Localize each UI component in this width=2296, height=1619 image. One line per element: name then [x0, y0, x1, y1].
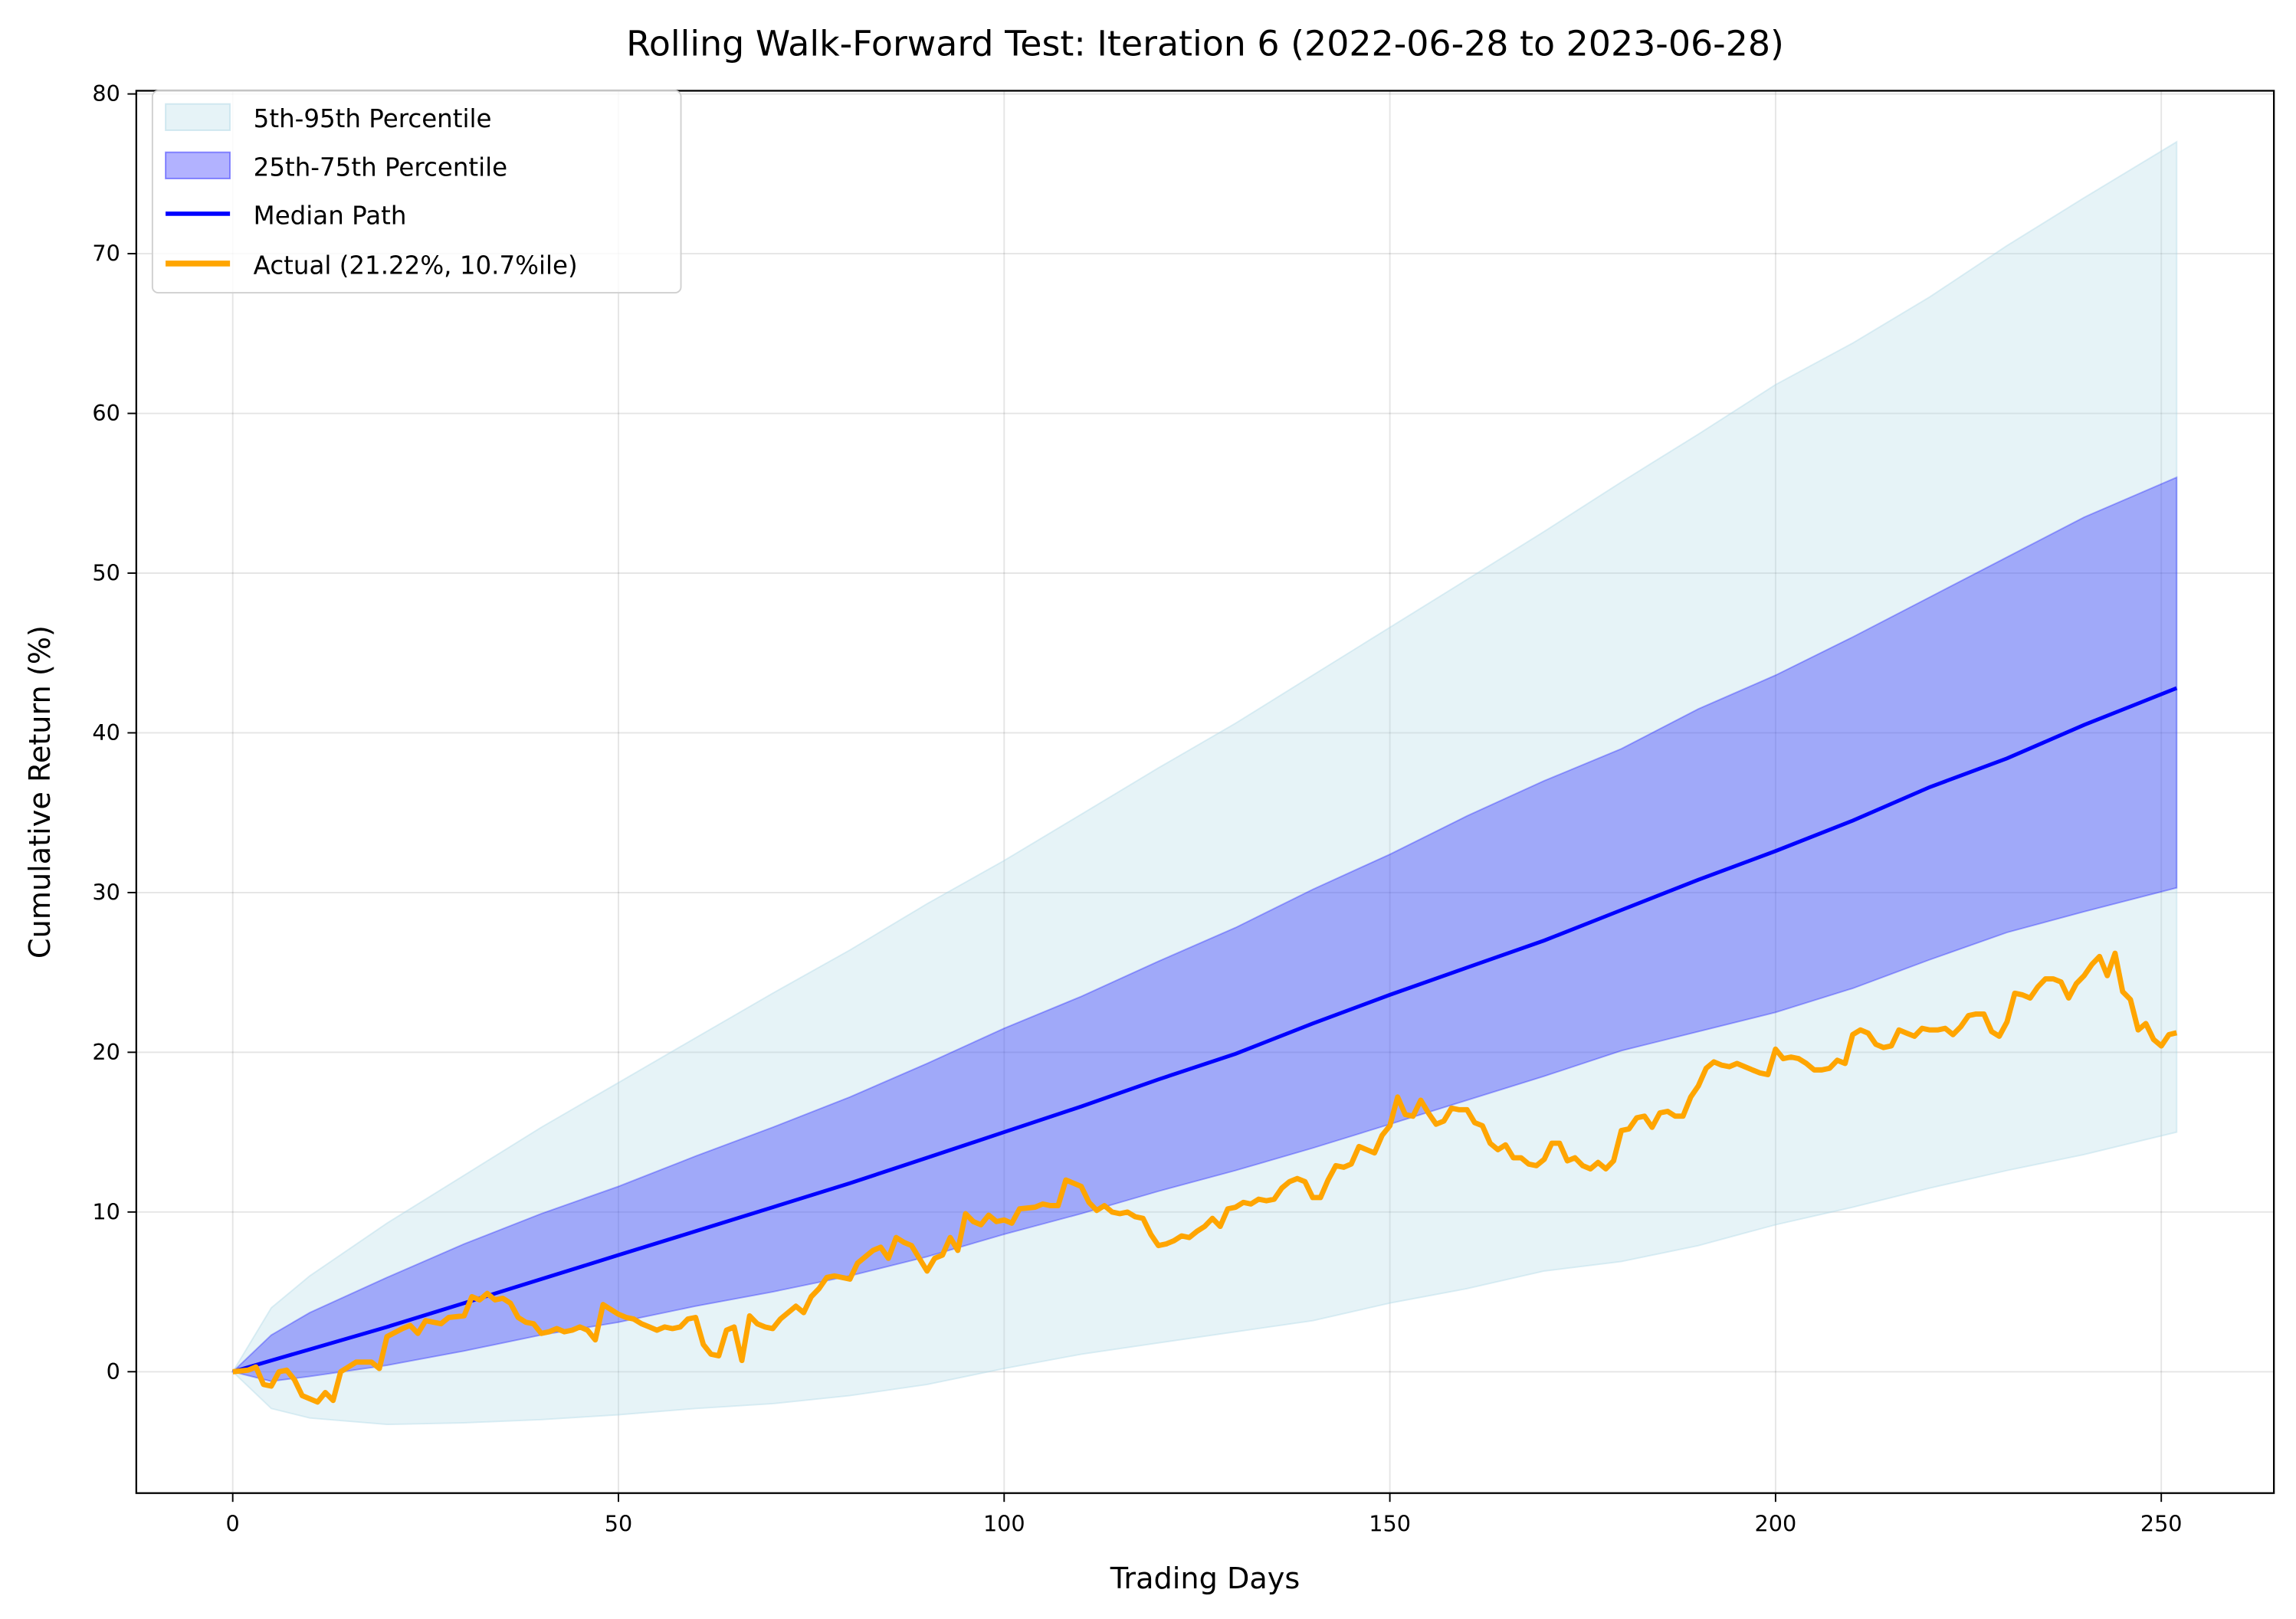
- legend-label-actual: Actual (21.22%, 10.7%ile): [254, 251, 578, 280]
- y-tick-label: 40: [92, 719, 120, 746]
- legend-swatch-5-95: [165, 103, 231, 131]
- x-axis-label: Trading Days: [1110, 1562, 1301, 1596]
- y-axis-label: Cumulative Return (%): [24, 625, 57, 959]
- y-tick-label: 60: [92, 400, 120, 426]
- legend-label-5-95: 5th-95th Percentile: [254, 104, 492, 133]
- y-tick-label: 10: [92, 1198, 120, 1224]
- y-tick-label: 50: [92, 560, 120, 586]
- legend-label-median: Median Path: [254, 201, 407, 230]
- y-tick-label: 30: [92, 879, 120, 905]
- x-tick-label: 150: [1369, 1510, 1411, 1536]
- y-tick-label: 20: [92, 1039, 120, 1065]
- ticks: 0 50 100 150 200 250 0 10 20 30 40 50 60 70 80: [92, 80, 2182, 1536]
- axes-frame: [135, 90, 2275, 1494]
- y-tick-label: 80: [92, 80, 120, 107]
- x-tick-label: 250: [2140, 1510, 2183, 1536]
- legend-box: [151, 90, 682, 294]
- y-tick-label: 0: [107, 1358, 120, 1385]
- x-tick-label: 100: [983, 1510, 1025, 1536]
- plot-area: [231, 140, 2178, 1426]
- legend-swatch-25-75: [165, 151, 231, 180]
- legend: 5th-95th Percentile 25th-75th Percentile…: [151, 90, 682, 294]
- y-tick-label: 70: [92, 241, 120, 267]
- actual-return-line: [232, 950, 2178, 1405]
- chart-title: Rolling Walk-Forward Test: Iteration 6 (…: [626, 23, 1784, 64]
- x-tick-label: 50: [605, 1510, 632, 1536]
- grid: [136, 90, 2275, 1493]
- legend-label-25-75: 25th-75th Percentile: [254, 152, 507, 182]
- x-tick-label: 200: [1755, 1510, 1797, 1536]
- x-tick-label: 0: [226, 1510, 240, 1536]
